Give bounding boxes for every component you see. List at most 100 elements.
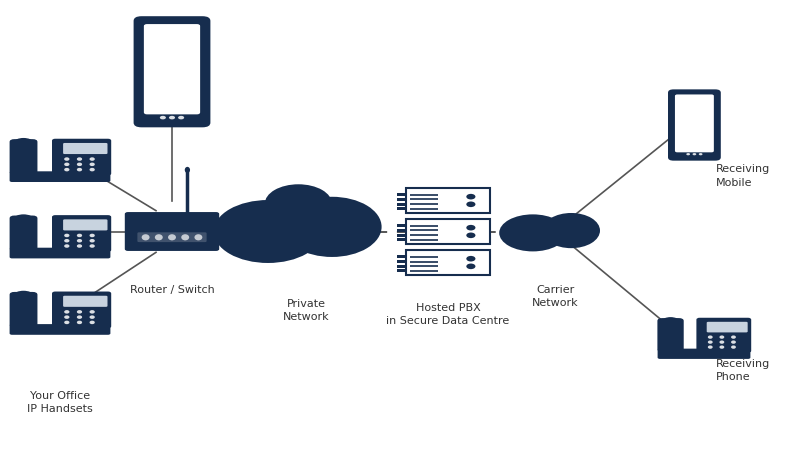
- Ellipse shape: [693, 153, 696, 155]
- Ellipse shape: [142, 234, 150, 240]
- FancyBboxPatch shape: [125, 212, 219, 251]
- Text: Your Office
IP Handsets: Your Office IP Handsets: [27, 391, 93, 414]
- Ellipse shape: [265, 184, 332, 223]
- Ellipse shape: [64, 163, 70, 166]
- Ellipse shape: [64, 310, 70, 313]
- FancyBboxPatch shape: [63, 296, 107, 307]
- FancyBboxPatch shape: [10, 248, 110, 258]
- Ellipse shape: [466, 225, 475, 231]
- Ellipse shape: [708, 345, 713, 349]
- FancyBboxPatch shape: [398, 207, 406, 210]
- Ellipse shape: [160, 116, 166, 119]
- Ellipse shape: [499, 214, 566, 251]
- Ellipse shape: [77, 239, 82, 243]
- Text: Router / Switch: Router / Switch: [130, 285, 214, 295]
- FancyBboxPatch shape: [138, 232, 206, 242]
- Ellipse shape: [77, 157, 82, 161]
- Ellipse shape: [90, 168, 94, 171]
- Ellipse shape: [77, 244, 82, 248]
- Ellipse shape: [77, 321, 82, 324]
- Ellipse shape: [14, 138, 33, 146]
- Text: Private
Network: Private Network: [283, 299, 330, 322]
- Ellipse shape: [64, 239, 70, 243]
- Ellipse shape: [64, 321, 70, 324]
- FancyBboxPatch shape: [406, 188, 490, 213]
- Ellipse shape: [90, 234, 94, 237]
- FancyBboxPatch shape: [144, 24, 200, 114]
- FancyBboxPatch shape: [398, 225, 406, 227]
- Ellipse shape: [14, 291, 33, 299]
- FancyBboxPatch shape: [406, 250, 490, 275]
- FancyBboxPatch shape: [398, 256, 406, 258]
- Ellipse shape: [214, 200, 322, 263]
- Ellipse shape: [194, 234, 202, 240]
- Ellipse shape: [719, 340, 724, 344]
- FancyBboxPatch shape: [706, 322, 748, 332]
- Ellipse shape: [719, 335, 724, 339]
- Text: Carrier
Network: Carrier Network: [532, 285, 578, 308]
- FancyBboxPatch shape: [10, 324, 110, 335]
- Ellipse shape: [90, 239, 94, 243]
- Ellipse shape: [14, 168, 33, 176]
- Ellipse shape: [77, 234, 82, 237]
- Ellipse shape: [169, 116, 175, 119]
- FancyBboxPatch shape: [52, 215, 111, 252]
- FancyBboxPatch shape: [134, 16, 210, 127]
- Ellipse shape: [708, 335, 713, 339]
- Ellipse shape: [64, 168, 70, 171]
- Ellipse shape: [708, 340, 713, 344]
- Ellipse shape: [90, 244, 94, 248]
- Ellipse shape: [155, 234, 162, 240]
- Ellipse shape: [662, 317, 679, 325]
- Ellipse shape: [77, 168, 82, 171]
- Ellipse shape: [168, 234, 176, 240]
- Ellipse shape: [282, 197, 382, 257]
- Ellipse shape: [178, 116, 184, 119]
- FancyBboxPatch shape: [398, 194, 406, 196]
- FancyBboxPatch shape: [63, 143, 107, 154]
- Ellipse shape: [466, 256, 475, 262]
- Ellipse shape: [731, 345, 736, 349]
- Ellipse shape: [14, 244, 33, 252]
- Ellipse shape: [90, 310, 94, 313]
- Ellipse shape: [77, 163, 82, 166]
- Text: Receiving
Phone: Receiving Phone: [716, 359, 770, 382]
- FancyBboxPatch shape: [697, 318, 751, 353]
- Ellipse shape: [466, 201, 475, 207]
- Ellipse shape: [90, 163, 94, 166]
- Ellipse shape: [14, 214, 33, 222]
- Ellipse shape: [731, 335, 736, 339]
- Ellipse shape: [686, 153, 690, 155]
- FancyBboxPatch shape: [10, 292, 38, 327]
- Ellipse shape: [466, 263, 475, 269]
- Ellipse shape: [64, 234, 70, 237]
- FancyBboxPatch shape: [398, 233, 406, 237]
- FancyBboxPatch shape: [398, 198, 406, 201]
- Ellipse shape: [14, 321, 33, 329]
- FancyBboxPatch shape: [52, 139, 111, 175]
- Ellipse shape: [90, 315, 94, 319]
- FancyBboxPatch shape: [398, 264, 406, 268]
- FancyBboxPatch shape: [52, 292, 111, 328]
- Ellipse shape: [77, 315, 82, 319]
- FancyBboxPatch shape: [10, 215, 38, 251]
- Ellipse shape: [698, 153, 702, 155]
- Ellipse shape: [542, 213, 600, 248]
- FancyBboxPatch shape: [675, 94, 714, 152]
- Ellipse shape: [731, 340, 736, 344]
- FancyBboxPatch shape: [668, 89, 721, 161]
- FancyBboxPatch shape: [10, 171, 110, 182]
- FancyBboxPatch shape: [398, 202, 406, 206]
- Ellipse shape: [719, 345, 724, 349]
- FancyBboxPatch shape: [10, 139, 38, 175]
- FancyBboxPatch shape: [398, 238, 406, 241]
- Ellipse shape: [182, 234, 189, 240]
- Ellipse shape: [77, 310, 82, 313]
- FancyBboxPatch shape: [398, 229, 406, 232]
- Ellipse shape: [466, 194, 475, 200]
- Ellipse shape: [185, 167, 190, 173]
- Ellipse shape: [64, 315, 70, 319]
- Ellipse shape: [64, 244, 70, 248]
- FancyBboxPatch shape: [658, 318, 684, 352]
- FancyBboxPatch shape: [398, 269, 406, 272]
